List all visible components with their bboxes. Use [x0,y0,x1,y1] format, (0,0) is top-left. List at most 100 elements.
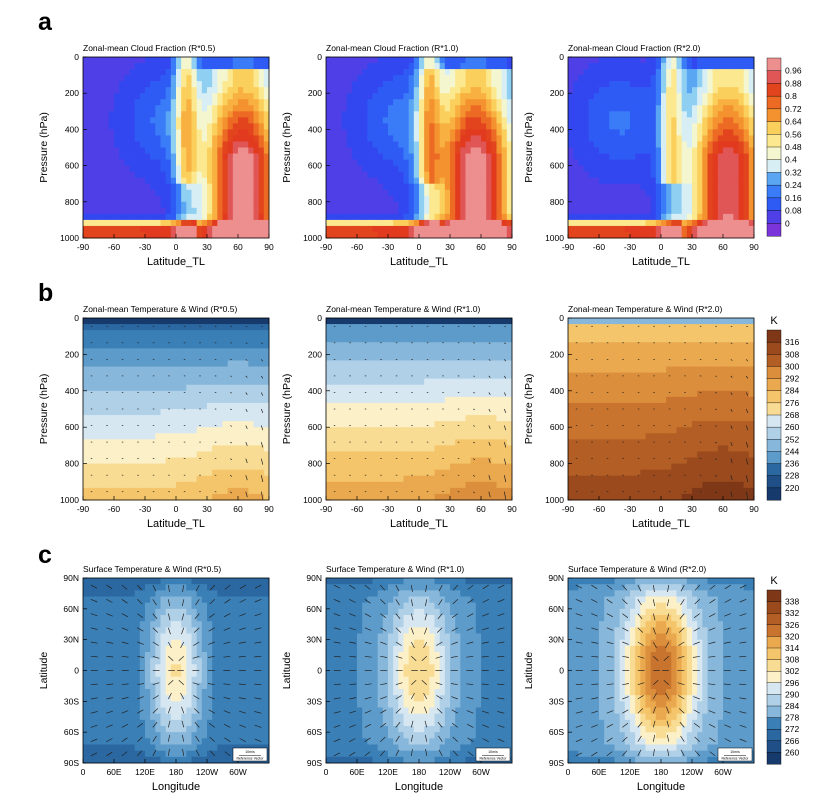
heatmap-cell [599,219,605,227]
heatmap-cell [191,457,198,464]
heatmap-cell [748,111,755,118]
heatmap-cell [238,177,244,185]
heatmap-cell [217,93,223,100]
heatmap-cell [263,360,270,367]
heatmap-cell [676,231,683,239]
heatmap-cell [326,207,332,215]
heatmap-cell [655,219,662,227]
heatmap-cell [588,111,595,118]
heatmap-cell [181,324,187,331]
heatmap-cell [331,445,337,452]
heatmap-cell [331,87,337,94]
heatmap-cell [186,201,192,209]
heatmap-cell [191,481,198,489]
heatmap-cell [655,207,662,215]
heatmap-cell [475,171,482,179]
heatmap-cell [388,153,394,160]
heatmap-cell [609,75,615,82]
heatmap-cell [83,219,89,227]
heatmap-cell [186,147,192,154]
heatmap-cell [686,129,693,136]
heatmap-cell [222,384,229,392]
heatmap-cell [377,165,384,173]
heatmap-cell [227,219,234,227]
heatmap-cell [336,318,342,325]
x-tick-label: 30 [202,504,212,514]
heatmap-cell [506,69,513,76]
heatmap-cell [93,111,99,118]
heatmap-cell [336,189,342,197]
heatmap-cell [367,384,373,392]
heatmap-cell [444,201,451,209]
heatmap-cell [743,231,750,239]
heatmap-cell [88,384,94,392]
heatmap-cell [388,69,394,76]
heatmap-cell [145,231,151,239]
heatmap-cell [408,201,415,209]
heatmap-cell [388,396,394,404]
heatmap-cell [712,99,719,106]
heatmap-cell [671,165,677,173]
heatmap-cell [393,427,399,434]
heatmap-cell [222,123,229,130]
heatmap-cell [248,81,254,88]
heatmap-cell [382,141,389,148]
heatmap-cell [424,105,430,112]
heatmap-cell [134,402,141,410]
heatmap-cell [83,409,89,416]
heatmap-cell [372,213,379,221]
heatmap-cell [181,318,187,325]
heatmap-cell [98,141,105,148]
heatmap-cell [578,183,584,191]
heatmap-cell [217,396,223,404]
heatmap-cell [222,93,229,100]
heatmap-cell [170,445,177,452]
heatmap-cell [377,475,384,483]
heatmap-cell [232,159,239,166]
heatmap-cell [134,129,141,136]
heatmap-cell [186,177,192,185]
heatmap-cell [186,457,192,464]
y-axis-label: Pressure (hPa) [281,112,293,183]
heatmap-cell [624,63,631,70]
heatmap-cell [501,93,508,100]
heatmap-cell [98,421,105,428]
heatmap-cell [263,457,270,464]
heatmap-cell [326,402,332,410]
heatmap-cell [388,75,394,82]
panel-title: Zonal-mean Cloud Fraction (R*0.5) [83,43,215,53]
heatmap-cell [444,75,451,82]
heatmap-cell [362,342,368,349]
heatmap-cell [748,147,755,154]
heatmap-cell [176,231,182,239]
heatmap-cell [341,469,348,477]
heatmap-cell [645,177,652,185]
heatmap-cell [217,63,223,70]
heatmap-cell [583,147,590,154]
heatmap-cell [362,153,368,160]
heatmap-cell [129,354,136,361]
heatmap-cell [465,69,472,76]
heatmap-cell [578,93,584,100]
heatmap-cell [351,487,358,495]
heatmap-cell [217,427,223,434]
heatmap-cell [258,396,265,404]
heatmap-cell [150,463,156,471]
heatmap-cell [222,159,229,166]
heatmap-cell [377,415,384,422]
heatmap-cell [424,141,430,148]
heatmap-cell [124,171,130,179]
heatmap-cell [108,141,115,148]
heatmap-cell [124,201,130,209]
heatmap-cell [176,402,182,410]
heatmap-cell [655,75,662,82]
heatmap-cell [129,469,136,477]
heatmap-cell [666,147,672,154]
heatmap-cell [134,63,141,70]
heatmap-cell [145,177,151,185]
x-tick-label: 30 [687,242,697,252]
heatmap-cell [393,201,399,209]
heatmap-cell [346,153,353,160]
heatmap-cell [424,111,430,118]
heatmap-cell [181,219,187,227]
